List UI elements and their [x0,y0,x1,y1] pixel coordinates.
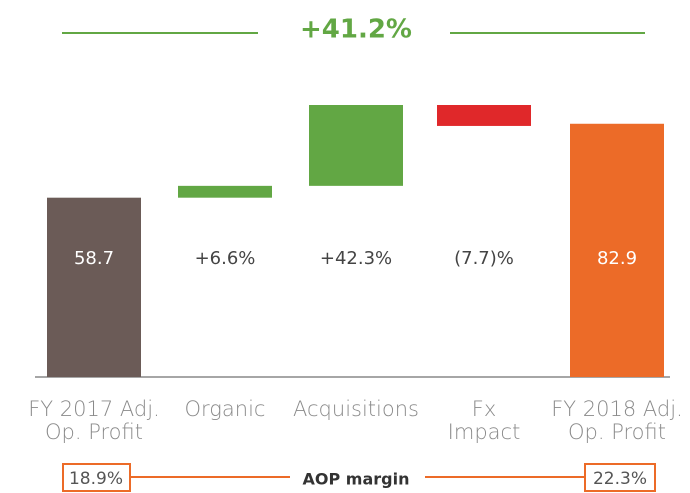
category-label: FY 2017 Adj. Op. Profit [28,397,160,444]
value-label: 82.9 [597,248,637,269]
margin-value: 22.3% [593,469,647,489]
margin-value: 18.9% [69,469,123,489]
bar [47,197,141,377]
value-label: +42.3% [320,248,392,269]
value-label: 58.7 [74,248,114,269]
bar [178,185,272,198]
margin-label: AOP margin [303,470,410,489]
bar [570,123,664,377]
category-label: Fx Impact [447,397,521,444]
bar [437,105,531,126]
bar [309,105,403,186]
value-label: +6.6% [195,248,256,269]
category-label: Acquisitions [293,397,419,421]
value-label: (7.7)% [454,248,514,269]
category-label: Organic [184,397,266,421]
total-change: +41.2% [300,15,412,45]
category-label: FY 2018 Adj. Op. Profit [551,397,683,444]
